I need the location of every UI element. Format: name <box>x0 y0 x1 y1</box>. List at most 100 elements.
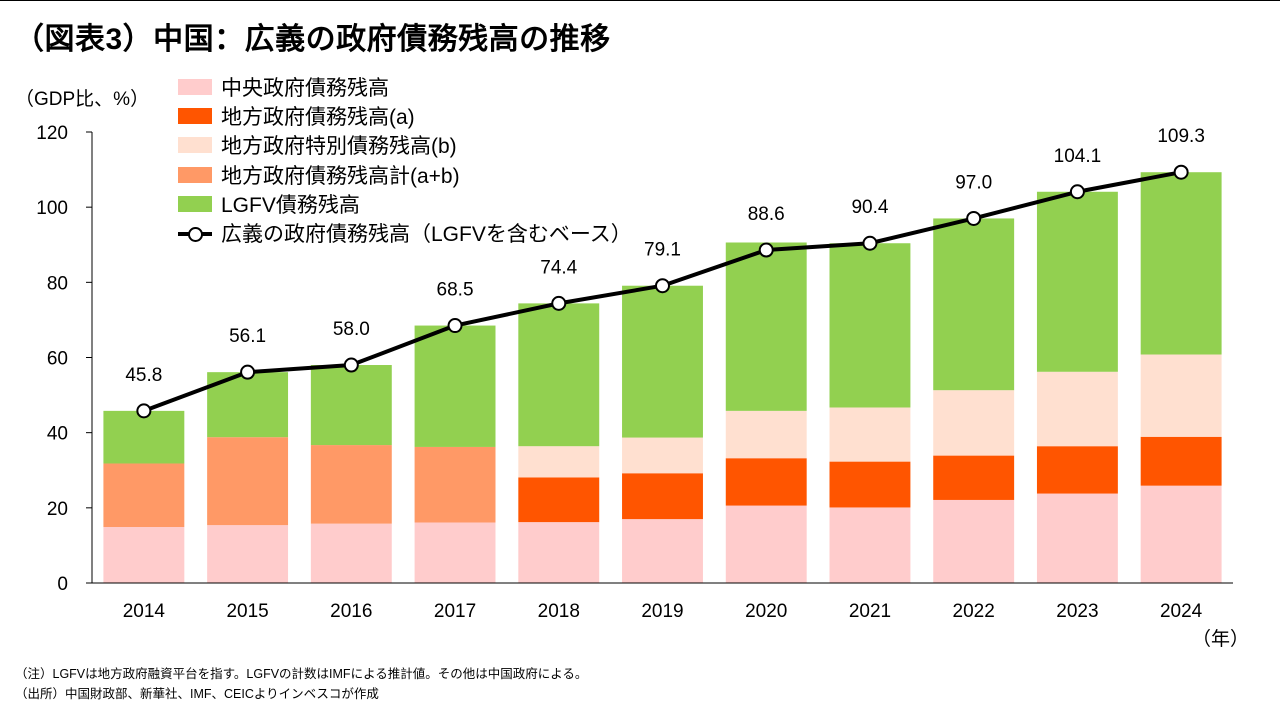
y-tick-label: 120 <box>36 123 68 144</box>
x-tick-label: 2018 <box>538 601 580 622</box>
footnotes: （注）LGFVは地方政府融資平台を指す。LGFVの計数はIMFによる推計値。その… <box>15 664 587 704</box>
x-tick-label: 2020 <box>745 601 787 622</box>
top-rule <box>0 0 1280 1</box>
legend-item-local-total: 地方政府債務残高計(a+b) <box>178 160 632 189</box>
bar-central-2016 <box>310 523 392 583</box>
chart-title: （図表3）中国：広義の政府債務残高の推移 <box>14 23 611 56</box>
total-debt-point-2020 <box>758 242 774 258</box>
total-debt-point-2021 <box>862 235 878 251</box>
bar-lgfv-2017 <box>414 325 496 447</box>
bar-lgfv-2022 <box>933 218 1015 391</box>
legend-label-local-total: 地方政府債務残高計(a+b) <box>221 164 460 188</box>
legend-label-central: 中央政府債務残高 <box>221 76 389 100</box>
legend-label-local-a: 地方政府債務残高(a) <box>221 105 415 129</box>
bar-special_b-2022 <box>933 390 1015 456</box>
x-tick-label: 2021 <box>849 601 891 622</box>
total-debt-label-2017: 68.5 <box>437 280 474 301</box>
total-debt-label-2022: 97.0 <box>955 172 992 193</box>
total-debt-label-2018: 74.4 <box>540 257 577 278</box>
total-debt-label-2020: 88.6 <box>748 204 785 225</box>
legend-label-lgfv: LGFV債務残高 <box>221 193 360 217</box>
y-tick-label: 40 <box>47 424 68 445</box>
legend-item-line: 広義の政府債務残高（LGFVを含むベース） <box>178 218 632 247</box>
bar-special_b-2021 <box>829 407 911 462</box>
legend-item-lgfv: LGFV債務残高 <box>178 189 632 218</box>
x-tick-label: 2024 <box>1160 601 1203 622</box>
bar-lgfv-2019 <box>622 285 703 438</box>
bar-special_b-2023 <box>1036 371 1118 447</box>
total-debt-point-2018 <box>551 295 567 311</box>
legend: 中央政府債務残高 地方政府債務残高(a) 地方政府特別債務残高(b) 地方政府債… <box>178 72 632 248</box>
x-tick-label: 2017 <box>434 601 476 622</box>
x-axis-unit-label: （年） <box>1192 629 1250 650</box>
total-debt-label-2019: 79.1 <box>644 240 681 261</box>
legend-label-special-b: 地方政府特別債務残高(b) <box>221 135 457 159</box>
total-debt-point-2014 <box>136 403 152 419</box>
bar-local_a-2023 <box>1036 446 1118 494</box>
x-tick-label: 2016 <box>330 601 372 622</box>
y-tick-label: 80 <box>47 273 68 294</box>
bar-local_total-2014 <box>103 463 185 528</box>
total-debt-label-2016: 58.0 <box>333 319 370 340</box>
bar-lgfv-2016 <box>310 365 392 446</box>
total-debt-point-2016 <box>343 357 359 373</box>
total-debt-point-2017 <box>447 318 463 334</box>
bar-central-2021 <box>829 507 911 583</box>
bar-lgfv-2020 <box>725 242 807 411</box>
total-debt-point-2022 <box>966 210 982 226</box>
x-tick-label: 2015 <box>226 601 268 622</box>
bar-lgfv-2024 <box>1140 172 1222 355</box>
legend-label-line: 広義の政府債務残高（LGFVを含むベース） <box>221 223 632 247</box>
y-tick-label: 60 <box>47 349 68 370</box>
bar-lgfv-2018 <box>518 303 600 447</box>
total-debt-point-2015 <box>240 364 256 380</box>
total-debt-point-2023 <box>1069 184 1085 200</box>
bar-lgfv-2021 <box>829 243 911 408</box>
footnote-note: （注）LGFVは地方政府融資平台を指す。LGFVの計数はIMFによる推計値。その… <box>15 667 588 681</box>
bar-local_a-2021 <box>829 461 911 508</box>
bar-local_total-2017 <box>414 446 496 523</box>
bar-central-2018 <box>518 522 600 583</box>
legend-swatch-central <box>178 78 212 95</box>
bar-local_a-2020 <box>725 458 807 506</box>
bar-special_b-2020 <box>725 410 807 459</box>
total-debt-label-2015: 56.1 <box>229 326 266 347</box>
total-debt-label-2021: 90.4 <box>851 197 888 218</box>
total-debt-label-2014: 45.8 <box>125 365 162 386</box>
bar-special_b-2018 <box>518 446 600 478</box>
total-debt-point-2024 <box>1173 164 1189 180</box>
bar-local_total-2016 <box>310 445 392 524</box>
bar-lgfv-2023 <box>1036 191 1118 372</box>
bar-central-2017 <box>414 522 496 583</box>
x-tick-label: 2019 <box>641 601 683 622</box>
y-tick-label: 0 <box>57 574 68 595</box>
legend-swatch-local-total <box>178 166 212 183</box>
bar-local_total-2015 <box>207 437 289 526</box>
bar-central-2014 <box>103 527 185 583</box>
footnote-source: （出所）中国財政部、新華社、IMF、CEICよりインベスコが作成 <box>15 687 379 701</box>
y-tick-label: 20 <box>47 499 68 520</box>
y-tick-label: 100 <box>36 198 68 219</box>
legend-swatch-special-b <box>178 137 212 154</box>
bar-central-2015 <box>207 525 289 583</box>
bar-special_b-2019 <box>622 437 703 474</box>
bar-central-2024 <box>1140 485 1222 583</box>
y-axis-unit-label: （GDP比、%） <box>15 89 150 110</box>
legend-item-central: 中央政府債務残高 <box>178 72 632 101</box>
bar-local_a-2024 <box>1140 436 1222 486</box>
bar-central-2019 <box>622 519 703 583</box>
total-debt-label-2023: 104.1 <box>1054 146 1102 167</box>
bar-central-2022 <box>933 499 1015 583</box>
total-debt-point-2019 <box>655 278 670 294</box>
x-tick-label: 2022 <box>953 601 995 622</box>
bar-local_a-2019 <box>622 473 703 520</box>
total-debt-label-2024: 109.3 <box>1157 126 1205 147</box>
legend-swatch-lgfv <box>178 195 212 212</box>
bar-lgfv-2014 <box>103 410 185 464</box>
legend-item-local-a: 地方政府債務残高(a) <box>178 101 632 130</box>
legend-item-special-b: 地方政府特別債務残高(b) <box>178 131 632 160</box>
x-tick-label: 2023 <box>1056 601 1098 622</box>
bar-local_a-2022 <box>933 455 1015 500</box>
bar-special_b-2024 <box>1140 354 1222 437</box>
